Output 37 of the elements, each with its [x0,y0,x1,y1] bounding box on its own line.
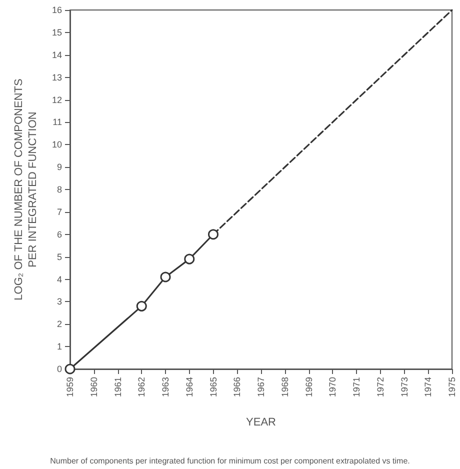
x-axis-title: YEAR [246,416,276,428]
x-tick-label: 1967 [256,377,266,398]
y-tick-label: 6 [56,229,62,240]
y-axis-title: LOG₂ OF THE NUMBER OF COMPONENTS PER INTEGRATED FUNCTION [13,78,39,300]
y-tick-label: 2 [56,319,62,330]
x-tick-label: 1969 [304,377,314,398]
y-tick-label: 9 [56,162,62,172]
y-tick-label: 1 [56,342,62,352]
y-tick-label: 13 [52,72,62,82]
x-tick-label: 1964 [184,377,194,398]
text: Number of components per integrated function for minimum cost per component extrapolated vs time. [50,456,410,466]
y-tick-label: 3 [56,296,62,307]
x-tick-label: 1974 [423,377,434,398]
x-tick-label: 1959 [65,377,75,398]
y-tick-label: 10 [52,140,62,150]
y-tick-label: 4 [56,274,62,284]
y-tick-label: 12 [52,94,62,105]
y-tick-label: 5 [56,252,62,262]
x-tick-label: 1963 [160,377,170,398]
y-tick-label: 8 [56,184,62,194]
y-tick-label: 16 [52,5,62,15]
y-tick-label: 11 [52,117,62,128]
x-tick-label: 1970 [328,377,338,398]
x-tick-label: 1966 [232,377,242,398]
x-tick-label: 1975 [447,377,457,398]
x-tick-label: 1961 [112,377,123,398]
x-tick-label: 1971 [352,377,362,398]
x-tick-label: 1962 [136,377,147,398]
x-tick-label: 1973 [399,377,410,398]
x-tick-label: 1960 [88,377,99,398]
x-tick-label: 1972 [375,377,386,398]
y-tick-label: 0 [56,364,62,374]
x-tick-label: 1968 [280,377,290,398]
y-tick-label: 7 [56,206,62,217]
x-tick-label: 1965 [208,377,218,398]
y-tick-label: 14 [52,50,62,60]
y-tick-label: 15 [52,27,62,38]
